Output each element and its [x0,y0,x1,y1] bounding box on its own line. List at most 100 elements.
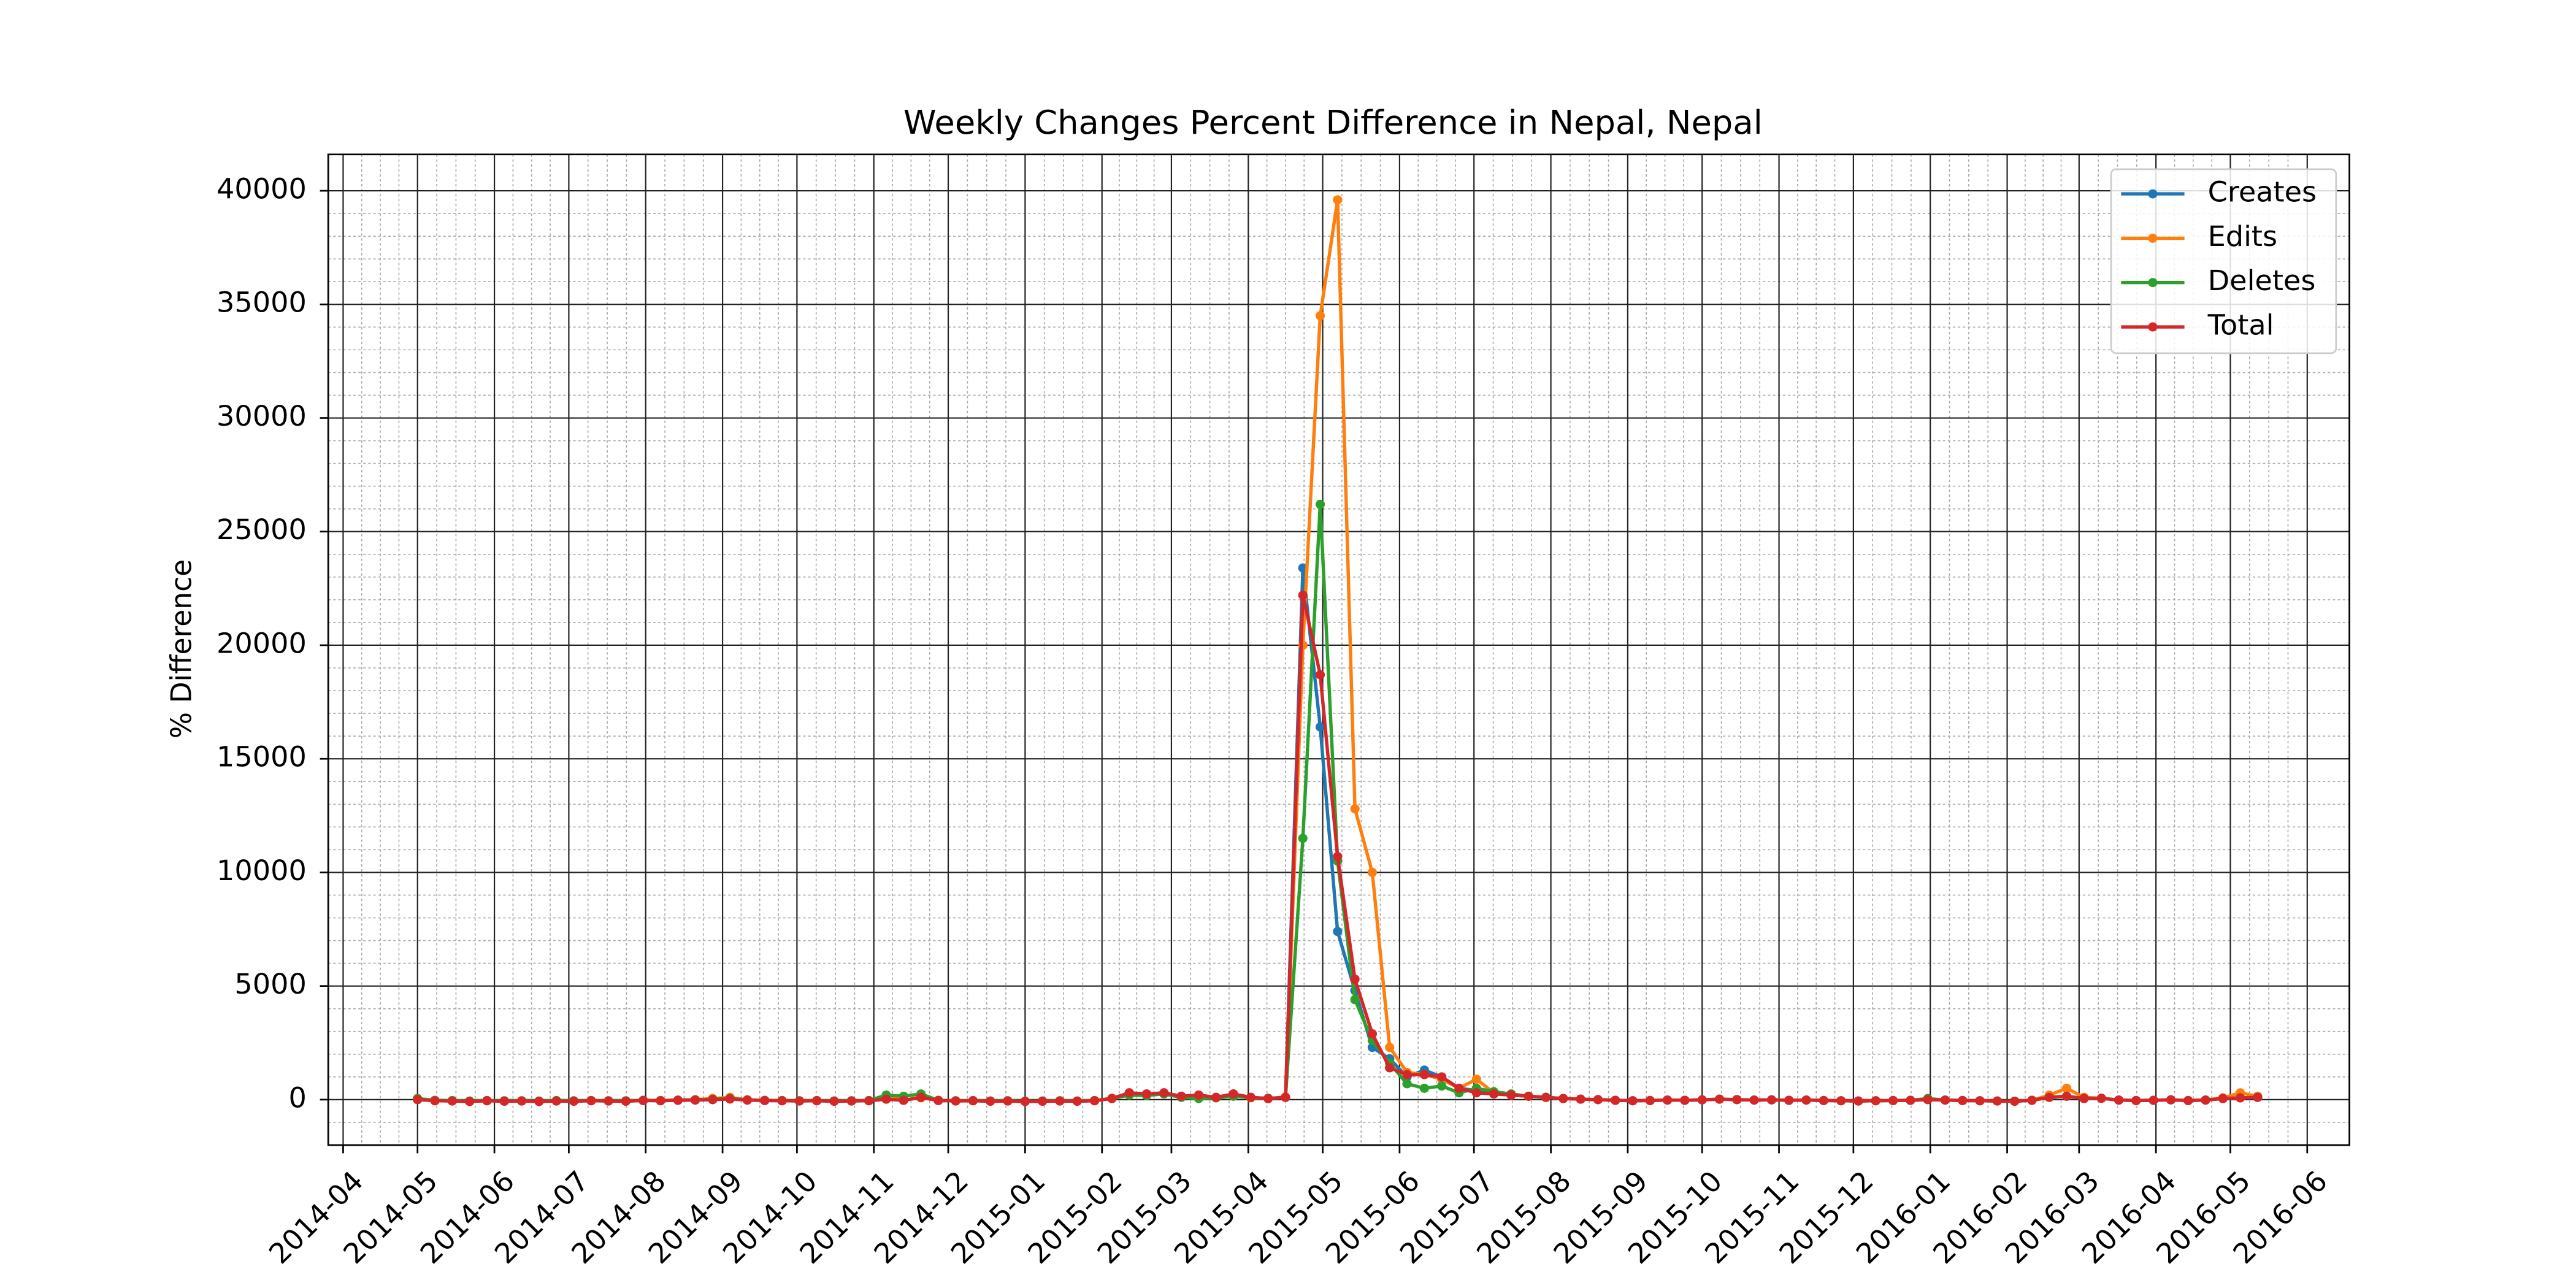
data-point [1315,499,1325,509]
data-point [1506,1090,1516,1100]
data-point [1089,1096,1100,1106]
data-point [1385,1043,1395,1052]
data-point [2010,1096,2020,1106]
data-point [1784,1095,1794,1105]
legend: Creates Edits Deletes Total [2110,168,2337,355]
data-point [604,1096,613,1106]
data-point [1350,975,1360,984]
data-point [430,1096,440,1106]
data-point [1141,1089,1152,1099]
data-point [1124,1088,1134,1098]
plot-frame [327,153,2350,1146]
data-point [1853,1096,1863,1106]
data-point [846,1096,856,1106]
data-point [516,1096,527,1106]
data-point [447,1096,457,1106]
data-point [1697,1095,1707,1105]
data-point [1975,1096,1985,1106]
series [413,590,2263,1106]
data-point [1367,867,1378,877]
data-point [1437,1081,1447,1091]
data-point [1020,1097,1030,1106]
data-point [864,1096,874,1106]
data-point [1645,1095,1655,1105]
data-point [951,1096,960,1106]
data-point [2236,1093,2245,1103]
data-point [1524,1091,1533,1101]
data-point [1176,1091,1186,1101]
data-point [638,1095,648,1105]
data-point [1246,1092,1255,1102]
data-point [2096,1094,2106,1103]
data-point [2149,1095,2158,1105]
data-point [1402,1070,1412,1079]
data-point [1541,1092,1551,1102]
data-point [2061,1091,2072,1101]
data-point [1489,1089,1499,1099]
data-point [1003,1096,1013,1106]
data-point [2114,1095,2124,1105]
data-point [1801,1095,1811,1105]
y-tick-label: 0 [288,1081,306,1114]
data-point [1628,1096,1638,1106]
data-point [413,1095,423,1105]
data-point [1992,1096,2002,1106]
data-point [1958,1095,1968,1105]
data-point [2044,1092,2054,1102]
data-point [1819,1095,1828,1105]
legend-marker [2148,233,2158,243]
data-point [760,1095,770,1105]
legend-marker [2148,322,2158,332]
chart-title: Weekly Changes Percent Difference in Nep… [903,103,1763,142]
data-point [1333,927,1343,937]
data-point [881,1094,891,1104]
data-point [1888,1095,1898,1105]
y-tick-label: 15000 [217,740,307,773]
data-point [968,1096,978,1106]
legend-label: Edits [2208,220,2277,253]
data-point [1662,1095,1673,1105]
data-point [742,1095,753,1105]
data-point [933,1095,943,1105]
legend-box [2110,168,2337,355]
data-point [1107,1094,1117,1103]
data-point [2183,1095,2193,1105]
data-point [1749,1095,1759,1105]
data-point [986,1096,995,1106]
data-point [2027,1095,2037,1105]
y-tick-label: 25000 [217,513,307,546]
data-point [1714,1094,1725,1104]
data-point [621,1096,631,1106]
data-point [465,1097,475,1106]
data-point [2061,1083,2072,1093]
data-point [1836,1096,1846,1106]
data-point [1766,1095,1777,1105]
y-tick-label: 30000 [217,399,307,432]
series [413,499,2263,1106]
data-point [1298,590,1308,600]
data-point [673,1095,683,1105]
data-point [1367,1029,1378,1038]
data-point [1923,1095,1933,1105]
y-axis-label: % Difference [164,559,197,738]
data-point [499,1096,509,1106]
data-point [1333,851,1343,861]
legend-label: Creates [2208,175,2317,209]
data-point [1419,1083,1429,1093]
y-tick-label: 20000 [217,627,307,660]
data-point [1159,1088,1169,1098]
data-point [1471,1088,1481,1098]
data-point [1402,1079,1412,1089]
data-point [1419,1070,1429,1079]
data-point [1940,1095,1950,1105]
data-point [1315,722,1325,732]
data-point [2079,1094,2089,1103]
y-tick-label: 35000 [217,286,307,319]
data-point [1281,1092,1290,1102]
legend-label: Total [2207,309,2274,342]
y-tick-label: 10000 [217,854,307,887]
data-point [1072,1096,1082,1106]
data-point [1194,1090,1204,1100]
data-point [812,1096,822,1106]
